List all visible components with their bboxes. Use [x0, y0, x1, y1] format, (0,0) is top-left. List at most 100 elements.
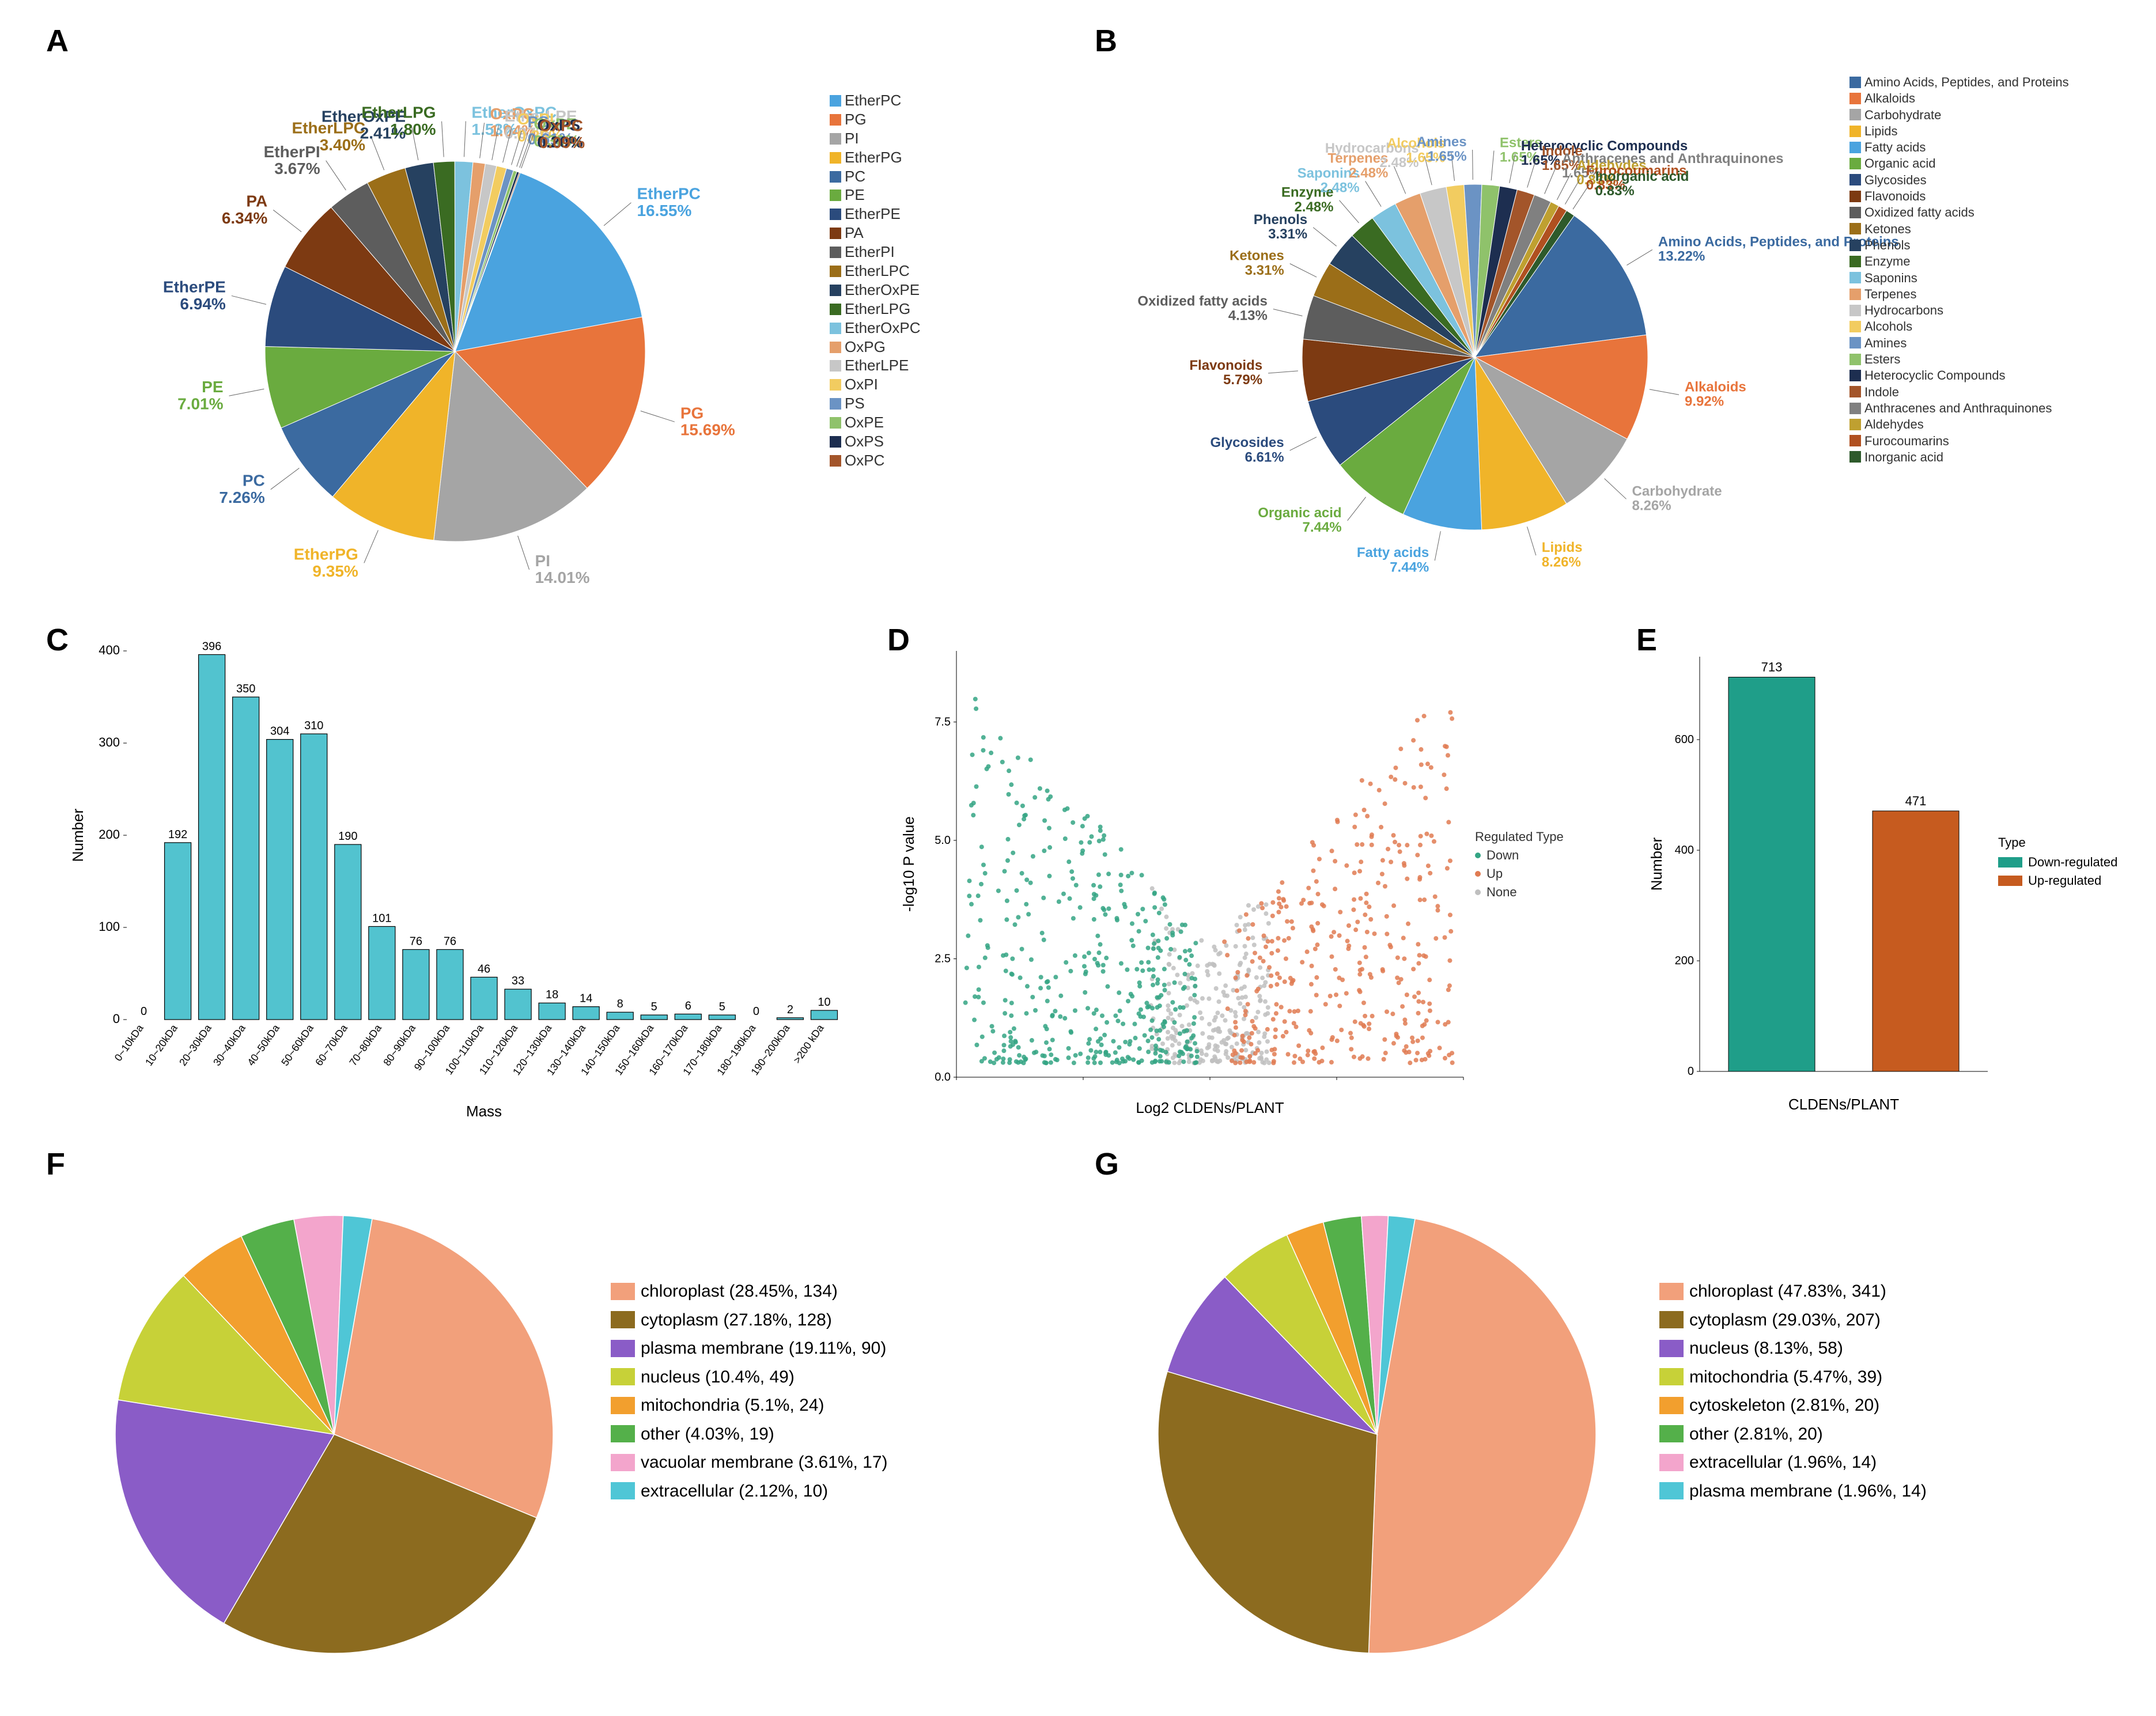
- scatter-point: [1251, 907, 1256, 912]
- legend-label: Anthracenes and Anthraquinones: [1864, 401, 2052, 415]
- scatter-point: [1182, 972, 1187, 976]
- scatter-point: [1259, 1055, 1264, 1060]
- scatter-point: [1009, 1001, 1014, 1005]
- scatter-point: [1071, 876, 1075, 881]
- scatter-point: [1379, 825, 1383, 829]
- ytick: 400: [99, 643, 120, 657]
- pie-callout: Organic acid7.44%: [1258, 505, 1341, 535]
- legend-swatch: [1849, 272, 1861, 283]
- legend-swatch: [611, 1482, 635, 1499]
- scatter-point: [1317, 857, 1322, 861]
- scatter-point: [1372, 931, 1376, 936]
- scatter-point: [1306, 886, 1311, 891]
- scatter-point: [1270, 939, 1274, 944]
- scatter-point: [1334, 993, 1338, 997]
- scatter-point: [1147, 967, 1151, 972]
- scatter-point: [1367, 904, 1371, 909]
- bar-value: 10: [818, 996, 830, 1009]
- scatter-point: [1195, 1055, 1200, 1059]
- scatter-point: [1092, 896, 1096, 901]
- ytick: 100: [99, 919, 120, 934]
- scatter-point: [1405, 993, 1409, 997]
- scatter-point: [1314, 993, 1319, 997]
- pie-callout: EtherPI3.67%: [264, 143, 320, 177]
- scatter-point: [1066, 859, 1071, 864]
- scatter-point: [986, 764, 990, 769]
- legend-label: EtherOxPE: [845, 282, 920, 299]
- legend-swatch: [1849, 109, 1861, 120]
- legend-swatch: [1659, 1340, 1684, 1357]
- scatter-point: [1189, 976, 1194, 980]
- scatter-point: [1283, 1019, 1287, 1024]
- scatter-point: [1344, 991, 1349, 995]
- bar-e-container: 0200400600713471CLDENs/PLANTNumberTypeDo…: [1648, 634, 2132, 1123]
- scatter-point: [1213, 1027, 1217, 1032]
- scatter-point: [1130, 921, 1134, 926]
- scatter-point: [1273, 1035, 1277, 1039]
- scatter-point: [1246, 936, 1250, 941]
- scatter-point: [1233, 1010, 1238, 1014]
- legend-title: Type: [1998, 835, 2117, 850]
- legend-item: PE: [830, 187, 921, 204]
- pie-callout: Carbohydrate8.26%: [1632, 483, 1722, 513]
- scatter-point: [1237, 928, 1242, 933]
- scatter-point: [1183, 923, 1187, 927]
- scatter-point: [1290, 979, 1295, 984]
- scatter-point: [1402, 956, 1406, 961]
- legend-label: Lipids: [1864, 124, 1897, 138]
- scatter-point: [1156, 938, 1160, 943]
- scatter-point: [1205, 1045, 1210, 1050]
- scatter-point: [1200, 1031, 1205, 1036]
- scatter-point: [1256, 1030, 1261, 1035]
- scatter-point: [1200, 1016, 1204, 1021]
- legend-item: Indole: [1849, 385, 2069, 399]
- legend-label: Up-regulated: [2028, 873, 2101, 888]
- legend-item: Heterocyclic Compounds: [1849, 368, 2069, 382]
- scatter-point: [1426, 863, 1431, 868]
- scatter-point: [1362, 1024, 1367, 1029]
- scatter-point: [1122, 902, 1126, 907]
- pie-a-container: EtherPC16.55%PG15.69%PI14.01%EtherPG9.35…: [58, 46, 1066, 599]
- scatter-point: [1222, 940, 1227, 944]
- bar: [471, 977, 497, 1020]
- scatter-point: [1043, 1024, 1047, 1029]
- scatter-point: [1156, 955, 1160, 960]
- scatter-point: [1311, 927, 1315, 931]
- legend-item: nucleus (8.13%, 58): [1659, 1336, 1927, 1361]
- scatter-point: [1261, 959, 1266, 964]
- legend-label: None: [1486, 885, 1517, 900]
- scatter-point: [1007, 792, 1011, 797]
- scatter-point: [1337, 933, 1342, 938]
- scatter-point: [1329, 954, 1334, 959]
- legend-item: EtherPC: [830, 92, 921, 109]
- scatter-point: [1269, 984, 1273, 988]
- legend-item: EtherOxPC: [830, 320, 921, 337]
- scatter-point: [1233, 1020, 1238, 1024]
- scatter-point: [1121, 1021, 1125, 1026]
- legend-label: Up: [1486, 866, 1503, 881]
- scatter-point: [1383, 1051, 1388, 1055]
- scatter-point: [1012, 1026, 1016, 1031]
- scatter-point: [981, 735, 986, 740]
- scatter-point: [1250, 959, 1255, 964]
- scatter-point: [1391, 1041, 1396, 1045]
- scatter-point: [1163, 988, 1167, 993]
- scatter-point: [1432, 839, 1436, 844]
- xtick: 30~40kDa: [211, 1022, 248, 1068]
- legend-item: Inorganic acid: [1849, 450, 2069, 464]
- scatter-point: [1047, 1047, 1052, 1051]
- scatter-point: [1273, 1028, 1278, 1032]
- scatter-point: [1083, 816, 1087, 821]
- scatter-point: [1053, 975, 1058, 979]
- scatter-point: [979, 882, 984, 887]
- scatter-point: [1370, 832, 1374, 837]
- scatter-point: [1068, 969, 1073, 973]
- legend-swatch: [830, 398, 841, 410]
- bar-value: 2: [787, 1003, 793, 1016]
- scatter-point: [1238, 1055, 1243, 1060]
- scatter-point: [1415, 1051, 1420, 1055]
- scatter-point: [1287, 1009, 1292, 1013]
- scatter-point: [1251, 1024, 1256, 1029]
- legend-label: mitochondria (5.47%, 39): [1689, 1365, 1882, 1390]
- scatter-point: [1312, 1056, 1317, 1061]
